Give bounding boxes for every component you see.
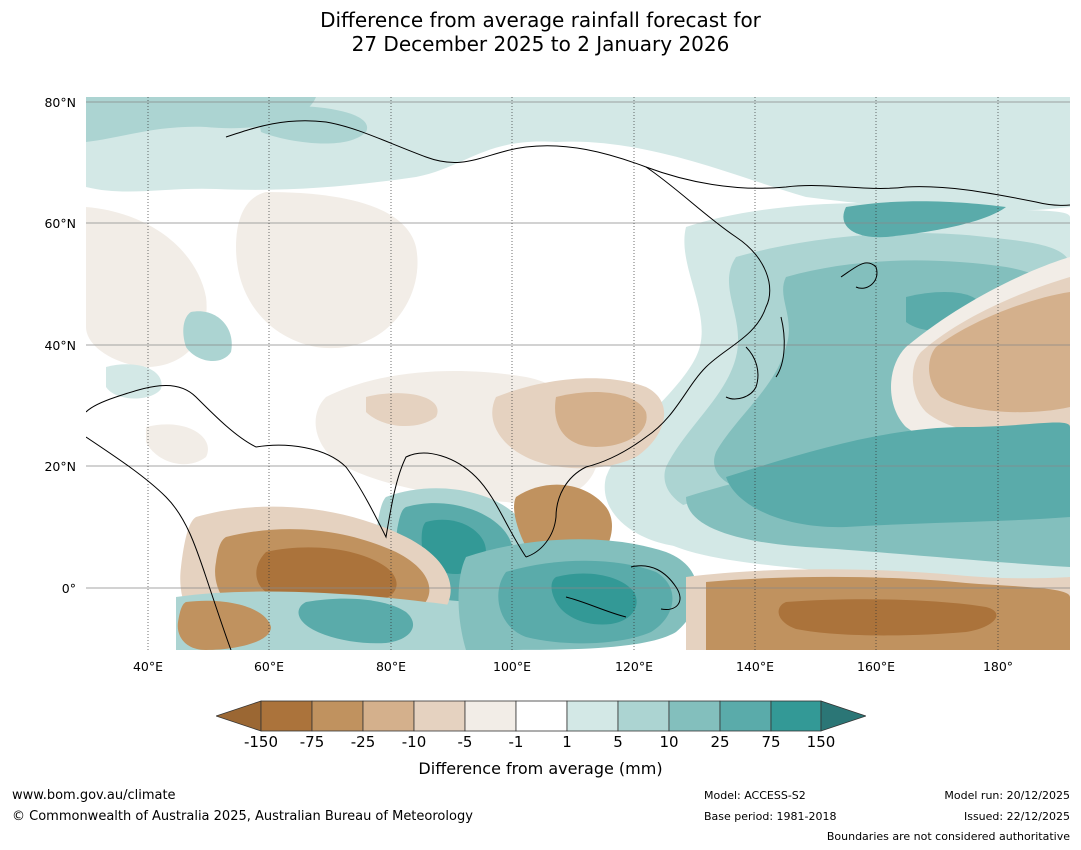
footer-disclaimer: Boundaries are not considered authoritat… (826, 830, 1070, 843)
title-line-1: Difference from average rainfall forecas… (320, 8, 761, 32)
lon-label-140e: 140°E (735, 659, 775, 674)
lon-label-100e: 100°E (492, 659, 532, 674)
legend-tick: -150 (243, 733, 279, 751)
legend-title: Difference from average (mm) (418, 759, 663, 778)
anomaly-west-asia-dry (86, 207, 207, 367)
colorbar-bin-8 (617, 700, 670, 732)
lat-label-60n: 60°N (44, 216, 76, 231)
anomaly-siberia-dry-light (236, 192, 418, 349)
legend-tick: -10 (401, 733, 427, 751)
anomaly-scandinavia (256, 105, 368, 144)
anomaly-s-pacific-dry-3 (778, 599, 997, 636)
legend-tick: -5 (457, 733, 473, 751)
legend-tick: -25 (350, 733, 376, 751)
colorbar-bin-6 (515, 700, 568, 732)
colorbar-bin-9 (668, 700, 721, 732)
lon-label-120e: 120°E (614, 659, 654, 674)
anomaly-s-indian-wet-2 (298, 598, 414, 644)
colorbar-extend-high (820, 700, 868, 732)
anomaly-central-pacific-wet-3 (726, 422, 1070, 528)
legend-tick: 10 (659, 733, 679, 751)
colorbar-bin-2 (311, 700, 364, 732)
anomaly-mideast-wet (106, 364, 162, 399)
anomaly-caspian-wet (183, 311, 232, 362)
lon-label-160e: 160°E (856, 659, 896, 674)
gridlines (86, 101, 1070, 589)
colorbar-bin-3 (362, 700, 415, 732)
colorbar-bin-4 (413, 700, 466, 732)
anomaly-maritime-wet-3 (551, 573, 637, 625)
legend-colorbar (214, 700, 868, 732)
legend-tick: 5 (613, 733, 623, 751)
legend-tick: 25 (710, 733, 730, 751)
legend-tick: 150 (806, 733, 836, 751)
colorbar-bin-7 (566, 700, 619, 732)
lat-label-40n: 40°N (44, 338, 76, 353)
footer-model-run: Model run: 20/12/2025 (944, 789, 1070, 802)
legend-tick: 75 (761, 733, 781, 751)
footer-issued: Issued: 22/12/2025 (963, 810, 1070, 823)
colorbar-bin-5 (464, 700, 517, 732)
lon-label-40e: 40°E (132, 659, 164, 674)
lon-label-60e: 60°E (253, 659, 285, 674)
colorbar-bin-1 (260, 700, 313, 732)
colorbar-extend-low (214, 700, 262, 732)
meridians (147, 97, 999, 650)
anomaly-arabian-sea-dry-3 (256, 547, 397, 607)
anomaly-ne-pacific-dry-3 (929, 292, 1070, 413)
anomaly-arabia-dry (146, 424, 208, 465)
colorbar-bin-11 (770, 700, 822, 732)
colorbar-bin-10 (719, 700, 772, 732)
lat-label-20n: 20°N (44, 459, 76, 474)
lat-label-equator: 0° (61, 581, 76, 596)
anomaly-nw-pacific-wet-4 (843, 201, 1006, 238)
footer-url[interactable]: www.bom.gov.au/climate (12, 788, 176, 803)
lon-label-180: 180° (982, 659, 1014, 674)
footer-copyright: © Commonwealth of Australia 2025, Austra… (12, 809, 473, 824)
rainfall-anomaly-map (86, 97, 1070, 650)
legend-tick: 1 (562, 733, 572, 751)
colorbar-svg (214, 700, 868, 732)
map-canvas (86, 97, 1070, 650)
coastlines (86, 120, 1070, 650)
lat-label-80n: 80°N (44, 95, 76, 110)
lon-label-80e: 80°E (375, 659, 407, 674)
footer-base-period: Base period: 1981-2018 (704, 810, 837, 823)
map-title: Difference from average rainfall forecas… (0, 8, 1081, 56)
legend-tick: -75 (299, 733, 325, 751)
anomaly-himalaya-dry (366, 393, 438, 427)
footer-model: Model: ACCESS-S2 (704, 789, 806, 802)
legend-tick: -1 (508, 733, 524, 751)
anomaly-china-dry-2 (555, 392, 647, 447)
title-line-2: 27 December 2025 to 2 January 2026 (351, 32, 730, 56)
anomaly-s-indian-dry (177, 600, 271, 650)
